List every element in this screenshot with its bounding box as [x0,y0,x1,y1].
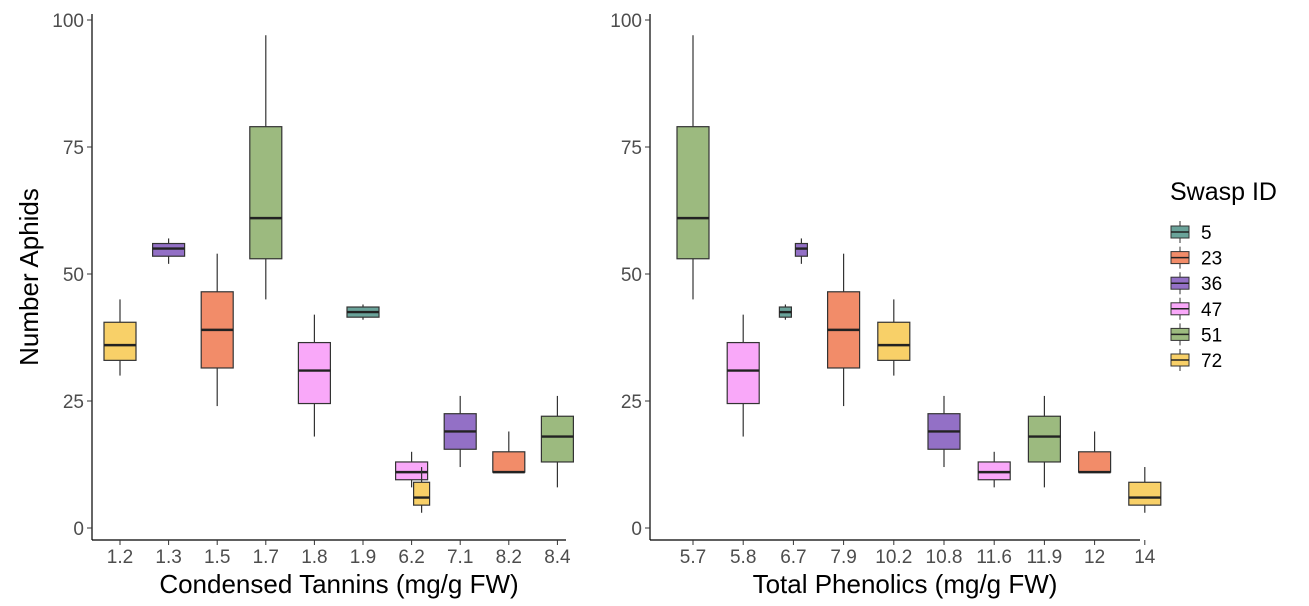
box-swasp-51 [540,415,575,463]
box-swasp-47 [395,461,429,481]
x-tick-label: 1.2 [107,547,133,568]
x-tick-label: 7.1 [447,547,473,568]
y-tick-label: 50 [63,265,84,286]
x-tick-label: 8.2 [496,547,522,568]
y-tick-label: 25 [63,392,84,413]
x-tick-label: 1.9 [350,547,376,568]
x-tick-label: 7.9 [830,547,856,568]
y-tick-label: 100 [52,11,84,32]
x-tick-label: 1.3 [155,547,181,568]
box-swasp-47 [726,341,760,405]
legend-label: 36 [1201,274,1222,295]
box-swasp-36 [794,242,809,257]
x-axis-title: Condensed Tannins (mg/g FW) [159,569,518,599]
legend-label: 51 [1201,325,1222,346]
x-tick-label: 11.9 [1027,547,1063,568]
y-tick-label: 25 [621,392,642,413]
x-tick-label: 1.5 [204,547,230,568]
legend-label: 47 [1201,300,1222,321]
box-swasp-47 [297,341,331,405]
y-tick-label: 0 [631,519,642,540]
x-tick-label: 5.8 [730,547,756,568]
box-swasp-72 [877,321,911,361]
box-swasp-72 [103,321,137,361]
box-swasp-36 [152,242,186,257]
y-tick-label: 75 [621,138,642,159]
x-tick-label: 6.7 [780,547,806,568]
y-tick-label: 0 [73,519,84,540]
x-tick-label: 12 [1084,547,1105,568]
box-swasp-47 [977,461,1011,481]
box-swasp-23 [1077,451,1112,473]
y-axis-title: Number Aphids [14,188,44,366]
legend-label: 72 [1201,351,1222,372]
x-tick-label: 14 [1134,547,1156,568]
x-tick-label: 10.8 [926,547,963,568]
legend-label: 5 [1201,223,1212,244]
x-tick-label: 5.7 [680,547,706,568]
x-tick-label: 1.8 [301,547,327,568]
x-tick-label: 8.4 [544,547,571,568]
x-tick-label: 6.2 [398,547,424,568]
box-swasp-51 [676,126,710,260]
y-tick-label: 100 [610,11,642,32]
x-tick-label: 1.7 [253,547,279,568]
y-tick-label: 75 [63,138,84,159]
legend-label: 23 [1201,249,1222,270]
x-tick-label: 10.2 [875,547,912,568]
x-tick-label: 11.6 [976,547,1012,568]
legend-title: Swasp ID [1170,178,1277,206]
box-swasp-23 [492,451,526,473]
x-axis-title: Total Phenolics (mg/g FW) [753,569,1058,599]
box-swasp-72 [413,481,431,506]
box-swasp-51 [249,126,283,260]
box-swasp-72 [1128,481,1162,506]
box-swasp-51 [1027,415,1062,463]
y-tick-label: 50 [621,265,642,286]
